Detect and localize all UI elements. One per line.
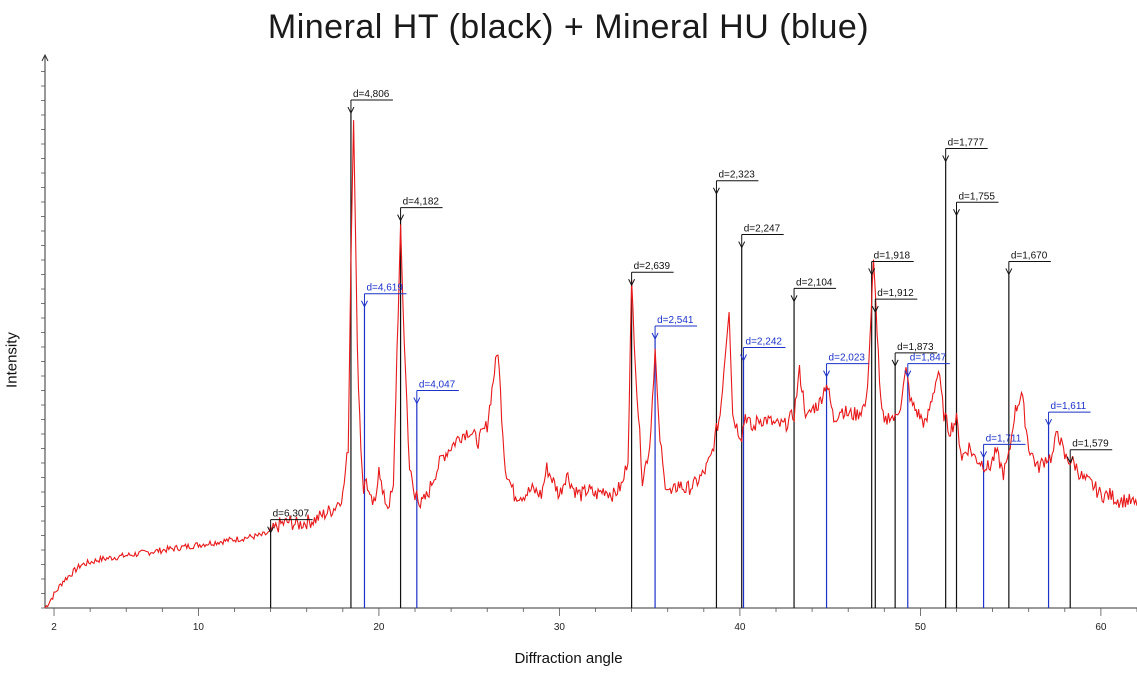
x-tick-label: 30 [554, 622, 566, 633]
peak-label: d=4,619 [366, 283, 403, 294]
peak-label: d=1,912 [877, 288, 914, 299]
x-tick-label: 2 [51, 622, 57, 633]
peak-label: d=1,777 [948, 137, 985, 148]
peak-label: d=2,247 [744, 224, 781, 235]
series-line-pattern [44, 120, 1137, 609]
peak-label: d=1,670 [1011, 250, 1048, 261]
peak-label: d=1,579 [1072, 439, 1109, 450]
x-axis-label: Diffraction angle [514, 650, 623, 667]
peak-label: d=4,047 [419, 380, 456, 391]
x-tick-label: 40 [734, 622, 746, 633]
y-axis-arrow [41, 53, 49, 62]
x-tick-label: 60 [1095, 622, 1107, 633]
peak-label: d=1,873 [897, 342, 934, 353]
x-tick-label: 10 [193, 622, 205, 633]
peak-label: d=2,242 [746, 337, 783, 348]
peak-label: d=2,541 [657, 315, 694, 326]
peak-label: d=1,711 [986, 433, 1022, 444]
peak-label: d=1,755 [959, 191, 996, 202]
peak-label: d=6,307 [273, 509, 310, 520]
peak-label: d=2,023 [829, 353, 866, 364]
peak-label: d=1,847 [910, 353, 947, 364]
peak-label: d=2,639 [634, 261, 671, 272]
x-tick-label: 50 [915, 622, 927, 633]
peak-label: d=4,806 [353, 89, 390, 100]
peak-label: d=1,918 [874, 250, 911, 261]
chart-title: Mineral HT (black) + Mineral HU (blue) [267, 8, 870, 46]
peak-label: d=2,323 [718, 170, 755, 181]
peak-label: d=1,611 [1051, 401, 1087, 412]
x-tick-label: 20 [373, 622, 385, 633]
peak-label: d=4,182 [403, 197, 440, 208]
peak-label: d=2,104 [796, 277, 833, 288]
